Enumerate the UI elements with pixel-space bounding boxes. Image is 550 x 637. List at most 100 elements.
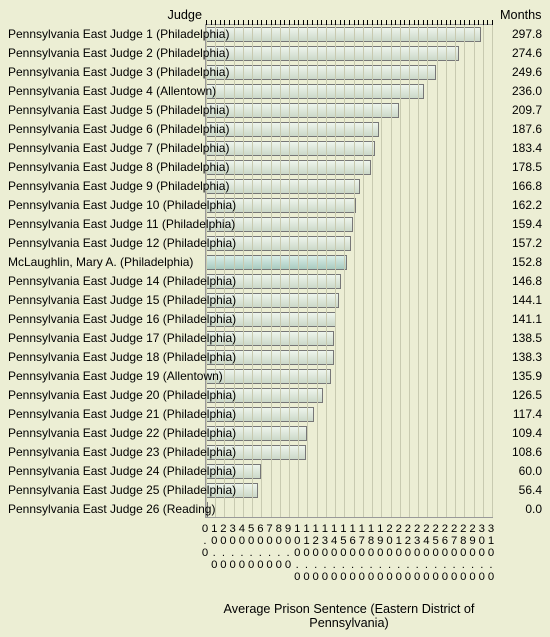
bar-row — [206, 101, 492, 120]
value-label: 178.5 — [512, 160, 542, 174]
value-label: 183.4 — [512, 141, 542, 155]
gridline — [455, 25, 456, 517]
value-label: 159.4 — [512, 217, 542, 231]
minor-tick — [432, 20, 433, 25]
bar-row — [206, 196, 492, 215]
minor-tick — [441, 20, 442, 25]
value-label: 297.8 — [512, 27, 542, 41]
minor-tick — [307, 20, 308, 25]
gridline — [427, 25, 428, 517]
value-label: 117.4 — [513, 407, 542, 421]
gridline — [234, 25, 235, 517]
gridline — [372, 25, 373, 517]
minor-tick — [418, 20, 419, 25]
minor-tick — [252, 20, 253, 25]
bar-row — [206, 215, 492, 234]
bar-row — [206, 443, 492, 462]
minor-tick — [391, 20, 392, 25]
bar-rows — [206, 25, 492, 517]
gridline — [354, 25, 355, 517]
bar-row — [206, 310, 492, 329]
judge-label: Pennsylvania East Judge 21 (Philadelphia… — [8, 407, 236, 421]
minor-tick — [349, 20, 350, 25]
minor-tick — [446, 20, 447, 25]
bar — [206, 103, 399, 118]
gridline — [344, 25, 345, 517]
minor-tick — [275, 20, 276, 25]
judge-label: Pennsylvania East Judge 8 (Philadelphia) — [8, 160, 229, 174]
judge-label: Pennsylvania East Judge 19 (Allentown) — [8, 369, 223, 383]
value-label: 152.8 — [512, 255, 542, 269]
bar-row — [206, 82, 492, 101]
minor-tick — [414, 20, 415, 25]
bar — [206, 27, 481, 42]
judge-label: Pennsylvania East Judge 24 (Philadelphia… — [8, 464, 236, 478]
judge-label: Pennsylvania East Judge 14 (Philadelphia… — [8, 274, 236, 288]
bar-row — [206, 234, 492, 253]
minor-tick — [298, 20, 299, 25]
bar-row — [206, 500, 492, 519]
gridline — [243, 25, 244, 517]
gridline — [224, 25, 225, 517]
bar-row — [206, 348, 492, 367]
value-label: 108.6 — [512, 445, 542, 459]
gridline — [446, 25, 447, 517]
minor-tick — [381, 20, 382, 25]
judge-label: Pennsylvania East Judge 2 (Philadelphia) — [8, 46, 229, 60]
bar-row — [206, 481, 492, 500]
plot-area — [205, 24, 493, 518]
minor-tick — [321, 20, 322, 25]
minor-tick — [215, 20, 216, 25]
bar-row — [206, 462, 492, 481]
minor-tick — [367, 20, 368, 25]
minor-tick — [372, 20, 373, 25]
minor-tick — [284, 20, 285, 25]
value-label: 146.8 — [512, 274, 542, 288]
header-judge: Judge — [168, 8, 202, 22]
minor-tick — [404, 20, 405, 25]
minor-tick — [243, 20, 244, 25]
bar — [206, 141, 375, 156]
judge-label: Pennsylvania East Judge 20 (Philadelphia… — [8, 388, 236, 402]
minor-tick — [423, 20, 424, 25]
minor-tick — [409, 20, 410, 25]
minor-tick — [492, 20, 493, 25]
gridline — [409, 25, 410, 517]
minor-tick — [344, 20, 345, 25]
gridline — [252, 25, 253, 517]
bar-chart: Judge Months 0.010.020.030.040.050.060.0… — [0, 0, 550, 637]
minor-tick — [377, 20, 378, 25]
value-label: 157.2 — [512, 236, 542, 250]
minor-tick — [469, 20, 470, 25]
bar-row — [206, 329, 492, 348]
minor-tick — [303, 20, 304, 25]
judge-label: Pennsylvania East Judge 7 (Philadelphia) — [8, 141, 229, 155]
minor-tick — [358, 20, 359, 25]
minor-tick — [335, 20, 336, 25]
minor-tick — [248, 20, 249, 25]
gridline — [335, 25, 336, 517]
bar-row — [206, 386, 492, 405]
judge-label: Pennsylvania East Judge 25 (Philadelphia… — [8, 483, 236, 497]
value-label: 274.6 — [512, 46, 542, 60]
gridline — [206, 25, 207, 517]
judge-label: Pennsylvania East Judge 6 (Philadelphia) — [8, 122, 229, 136]
gridline — [317, 25, 318, 517]
judge-label: Pennsylvania East Judge 9 (Philadelphia) — [8, 179, 229, 193]
judge-label: Pennsylvania East Judge 4 (Allentown) — [8, 84, 216, 98]
minor-tick — [478, 20, 479, 25]
judge-label: Pennsylvania East Judge 26 (Reading) — [8, 502, 215, 516]
gridline — [289, 25, 290, 517]
minor-tick — [257, 20, 258, 25]
minor-tick — [261, 20, 262, 25]
judge-label: Pennsylvania East Judge 5 (Philadelphia) — [8, 103, 229, 117]
minor-tick — [340, 20, 341, 25]
judge-label: McLaughlin, Mary A. (Philadelphia) — [8, 255, 193, 269]
value-label: 56.4 — [519, 483, 542, 497]
minor-tick — [354, 20, 355, 25]
bar-row — [206, 158, 492, 177]
minor-tick — [363, 20, 364, 25]
minor-tick — [211, 20, 212, 25]
bar — [206, 46, 459, 61]
gridline — [363, 25, 364, 517]
